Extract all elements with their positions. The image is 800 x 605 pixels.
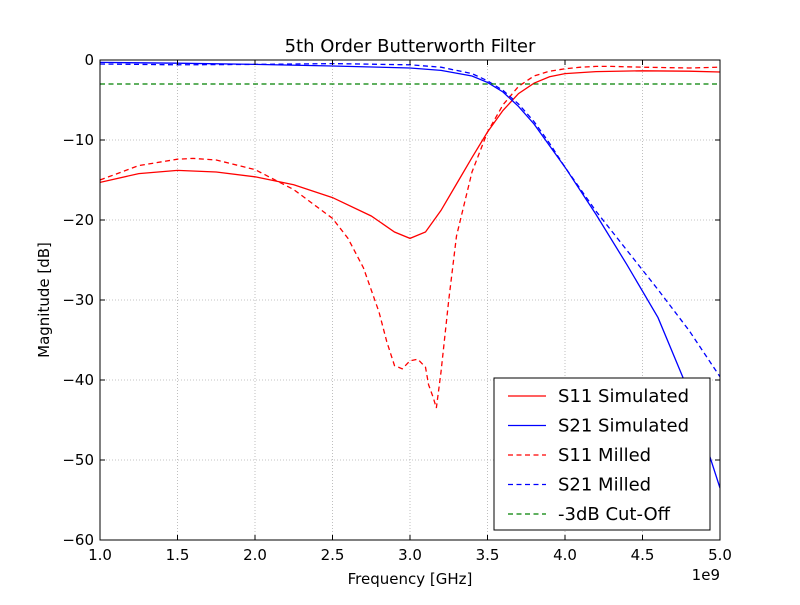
series-line-3: [100, 65, 720, 409]
x-axis-label: Frequency [GHz]: [348, 570, 473, 588]
legend-box: [493, 377, 711, 531]
series-line-4: [100, 62, 720, 378]
series-lines: [100, 61, 720, 489]
axis-ticks: 1.0 1.5 2.0 2.5 3.0 3.5 4.0 4.5 5.0 0 −10 −20 −30 −40…: [62, 51, 732, 564]
x-tick-label: 4.0: [553, 546, 577, 564]
legend-label: S21 Milled: [558, 475, 651, 496]
y-tick-label: 0: [84, 51, 94, 69]
chart-title: 5th Order Butterworth Filter: [285, 36, 536, 57]
legend-label: S11 Simulated: [558, 386, 689, 407]
y-tick-label: −20: [62, 211, 94, 229]
y-tick-label: −40: [62, 371, 94, 389]
legend-label: -3dB Cut-Off: [558, 504, 671, 525]
y-tick-label: −50: [62, 451, 94, 469]
x-tick-label: 2.5: [321, 546, 345, 564]
legend-label: S11 Milled: [558, 445, 651, 466]
series-line-1: [100, 70, 720, 240]
x-tick-label: 4.5: [631, 546, 655, 564]
x-offset-label: 1e9: [692, 566, 720, 584]
x-tick-label: 1.5: [166, 546, 190, 564]
x-tick-label: 3.5: [476, 546, 500, 564]
legend: S11 Simulated S21 Simulated S11 Milled S21 …: [493, 377, 711, 531]
x-tick-label: 5.0: [708, 546, 732, 564]
y-tick-label: −60: [62, 531, 94, 549]
x-tick-label: 3.0: [398, 546, 422, 564]
x-tick-label: 1.0: [88, 546, 112, 564]
legend-label: S21 Simulated: [558, 416, 689, 437]
y-axis-label: Magnitude [dB]: [35, 242, 53, 358]
x-tick-label: 2.0: [243, 546, 267, 564]
y-tick-label: −10: [62, 131, 94, 149]
series-line-2: [100, 61, 720, 489]
y-tick-label: −30: [62, 291, 94, 309]
